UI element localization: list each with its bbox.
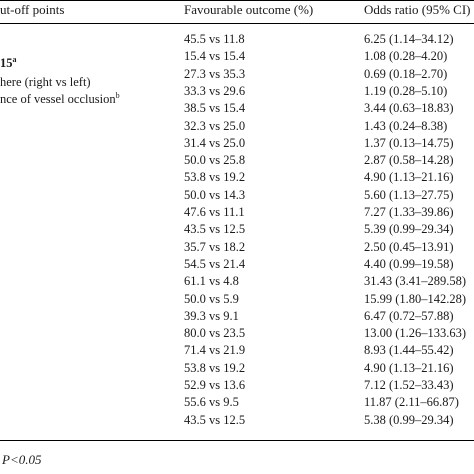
odds-ratio-cell: 11.87 (2.11–66.87) [364,395,459,410]
row-label-hemisphere: here (right vs left) [0,75,91,89]
favourable-outcome-cell: 43.5 vs 12.5 [184,222,246,237]
odds-ratio-cell: 1.08 (0.28–4.20) [364,49,448,64]
top-rule [0,0,474,1]
odds-ratio-cell: 13.00 (1.26–133.63) [364,326,467,341]
favourable-outcome-cell: 71.4 vs 21.9 [184,343,246,358]
favourable-outcome-cell: 35.7 vs 18.2 [184,239,246,254]
odds-ratio-cell: 6.47 (0.72–57.88) [364,308,454,323]
favourable-outcome-cell: 80.0 vs 23.5 [184,326,246,341]
favourable-outcome-cell: 32.3 vs 25.0 [184,118,246,133]
header-cutoff-points: ut-off points [0,2,65,17]
header-odds-ratio: Odds ratio (95% CI) [364,2,471,17]
odds-ratio-cell: 7.27 (1.33–39.86) [364,205,454,219]
favourable-outcome-cell: 31.4 vs 25.0 [184,135,246,150]
header-favourable-outcome: Favourable outcome (%) [184,2,314,17]
footnote: P<0.05 [2,452,42,467]
odds-ratio-cell: 5.38 (0.99–29.34) [364,412,454,427]
favourable-outcome-cell: 38.5 vs 15.4 [184,101,246,116]
odds-ratio-cell: 7.12 (1.52–33.43) [364,378,454,392]
odds-ratio-cell: 1.43 (0.24–8.38) [364,118,448,133]
favourable-outcome-cell: 55.6 vs 9.5 [184,395,239,410]
odds-ratio-cell: 2.87 (0.58–14.28) [364,153,454,168]
odds-ratio-cell: 3.44 (0.63–18.83) [364,101,454,116]
odds-ratio-cell: 5.39 (0.99–29.34) [364,222,454,237]
favourable-outcome-cell: 61.1 vs 4.8 [184,274,239,289]
odds-ratio-cell: 5.60 (1.13–27.75) [364,187,454,202]
favourable-outcome-cell: 33.3 vs 29.6 [184,83,246,98]
favourable-outcome-cell: 15.4 vs 15.4 [184,49,246,64]
odds-ratio-cell: 0.69 (0.18–2.70) [364,66,448,81]
odds-ratio-cell: 1.37 (0.13–14.75) [364,135,454,150]
favourable-outcome-cell: 50.0 vs 25.8 [184,153,246,168]
favourable-outcome-cell: 52.9 vs 13.6 [184,378,246,392]
odds-ratio-cell: 31.43 (3.41–289.58) [364,274,467,289]
favourable-outcome-cell: 50.0 vs 14.3 [184,187,246,202]
favourable-outcome-cell: 53.8 vs 19.2 [184,170,246,185]
favourable-outcome-cell: 39.3 vs 9.1 [184,308,239,323]
favourable-outcome-cell: 54.5 vs 21.4 [184,256,246,271]
odds-ratio-cell: 6.25 (1.14–34.12) [364,32,454,46]
odds-ratio-cell: 15.99 (1.80–142.28) [364,291,467,306]
header-rule [0,23,474,24]
row-label-vessel-occlusion: nce of vessel occlusionb [0,91,120,107]
odds-ratio-cell: 4.40 (0.99–19.58) [364,256,454,271]
odds-ratio-cell: 2.50 (0.45–13.91) [364,239,454,254]
odds-ratio-cell: 8.93 (1.44–55.42) [364,343,454,358]
favourable-outcome-cell: 45.5 vs 11.8 [184,32,245,46]
bottom-rule [0,440,474,441]
favourable-outcome-cell: 43.5 vs 12.5 [184,412,246,427]
odds-ratio-cell: 4.90 (1.13–21.16) [364,170,454,185]
favourable-outcome-cell: 47.6 vs 11.1 [184,205,245,219]
row-label-nihss: 15a [0,55,17,71]
odds-ratio-cell: 4.90 (1.13–21.16) [364,360,454,375]
odds-ratio-cell: 1.19 (0.28–5.10) [364,83,448,98]
favourable-outcome-cell: 50.0 vs 5.9 [184,291,239,306]
favourable-outcome-cell: 53.8 vs 19.2 [184,360,246,375]
favourable-outcome-cell: 27.3 vs 35.3 [184,66,246,81]
